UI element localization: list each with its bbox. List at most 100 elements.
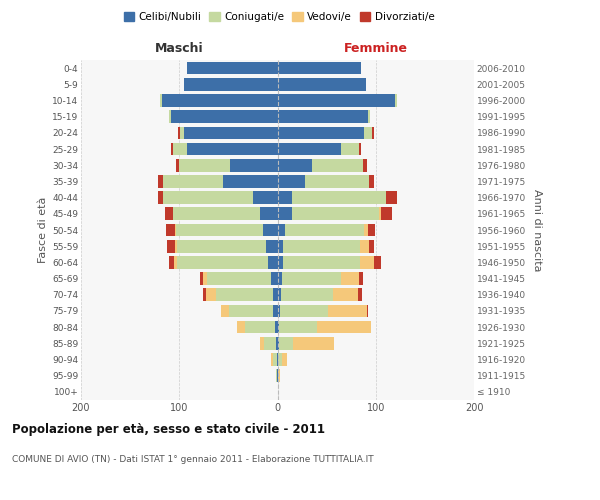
Bar bbox=[317, 321, 371, 334]
Bar bbox=[230, 159, 277, 172]
Bar bbox=[215, 288, 272, 301]
Bar bbox=[280, 304, 328, 318]
Bar bbox=[277, 110, 368, 123]
Bar bbox=[277, 208, 292, 220]
Bar bbox=[283, 256, 360, 268]
Bar bbox=[272, 288, 277, 301]
Bar bbox=[260, 337, 264, 349]
Bar bbox=[369, 175, 374, 188]
Bar bbox=[275, 337, 277, 349]
Bar bbox=[158, 175, 163, 188]
Bar bbox=[277, 288, 281, 301]
Bar bbox=[360, 256, 374, 268]
Bar bbox=[177, 240, 266, 252]
Bar bbox=[277, 142, 341, 156]
Bar bbox=[368, 110, 370, 123]
Bar bbox=[372, 126, 374, 139]
Bar bbox=[332, 288, 358, 301]
Bar bbox=[275, 370, 277, 382]
Bar bbox=[271, 272, 277, 285]
Bar bbox=[187, 142, 277, 156]
Bar bbox=[268, 256, 277, 268]
Bar bbox=[283, 272, 341, 285]
Bar bbox=[179, 159, 230, 172]
Bar bbox=[368, 224, 375, 236]
Bar bbox=[176, 224, 263, 236]
Text: Popolazione per età, sesso e stato civile - 2011: Popolazione per età, sesso e stato civil… bbox=[12, 422, 325, 436]
Bar bbox=[283, 240, 360, 252]
Bar bbox=[360, 240, 369, 252]
Bar bbox=[374, 256, 380, 268]
Bar bbox=[180, 126, 184, 139]
Text: Femmine: Femmine bbox=[344, 42, 408, 55]
Bar bbox=[206, 288, 215, 301]
Bar bbox=[379, 208, 380, 220]
Bar bbox=[223, 175, 277, 188]
Bar bbox=[369, 240, 374, 252]
Bar bbox=[277, 272, 283, 285]
Bar bbox=[163, 175, 223, 188]
Bar bbox=[169, 110, 172, 123]
Bar bbox=[175, 240, 177, 252]
Y-axis label: Fasce di età: Fasce di età bbox=[38, 197, 48, 263]
Bar bbox=[341, 142, 359, 156]
Bar bbox=[305, 175, 369, 188]
Bar bbox=[283, 353, 287, 366]
Bar bbox=[278, 370, 280, 382]
Bar bbox=[175, 224, 176, 236]
Bar bbox=[172, 110, 277, 123]
Bar bbox=[200, 272, 203, 285]
Bar bbox=[275, 321, 277, 334]
Bar bbox=[277, 256, 283, 268]
Bar bbox=[237, 321, 245, 334]
Bar bbox=[158, 192, 163, 204]
Bar bbox=[203, 272, 207, 285]
Bar bbox=[277, 94, 395, 107]
Bar bbox=[178, 126, 180, 139]
Text: COMUNE DI AVIO (TN) - Dati ISTAT 1° gennaio 2011 - Elaborazione TUTTITALIA.IT: COMUNE DI AVIO (TN) - Dati ISTAT 1° genn… bbox=[12, 455, 374, 464]
Bar bbox=[277, 353, 278, 366]
Bar bbox=[160, 94, 161, 107]
Bar bbox=[164, 208, 173, 220]
Bar bbox=[277, 126, 364, 139]
Bar bbox=[293, 337, 334, 349]
Bar bbox=[395, 94, 397, 107]
Bar bbox=[281, 288, 332, 301]
Bar bbox=[292, 192, 386, 204]
Bar bbox=[176, 159, 179, 172]
Bar bbox=[280, 321, 317, 334]
Bar bbox=[163, 192, 253, 204]
Bar bbox=[264, 337, 275, 349]
Bar bbox=[272, 304, 277, 318]
Bar bbox=[364, 224, 368, 236]
Bar bbox=[263, 224, 277, 236]
Bar bbox=[277, 78, 366, 90]
Bar bbox=[229, 304, 272, 318]
Bar bbox=[277, 224, 286, 236]
Bar bbox=[277, 159, 312, 172]
Bar bbox=[272, 353, 277, 366]
Text: Maschi: Maschi bbox=[155, 42, 203, 55]
Bar bbox=[312, 159, 363, 172]
Y-axis label: Anni di nascita: Anni di nascita bbox=[532, 188, 542, 271]
Bar bbox=[277, 62, 361, 74]
Bar bbox=[184, 126, 277, 139]
Bar bbox=[380, 208, 392, 220]
Bar bbox=[271, 353, 272, 366]
Bar bbox=[187, 62, 277, 74]
Bar bbox=[177, 256, 268, 268]
Bar bbox=[363, 159, 367, 172]
Bar bbox=[280, 337, 293, 349]
Bar bbox=[277, 337, 280, 349]
Bar bbox=[203, 288, 206, 301]
Bar bbox=[277, 192, 292, 204]
Bar bbox=[277, 175, 305, 188]
Bar bbox=[266, 240, 277, 252]
Bar bbox=[359, 142, 361, 156]
Bar bbox=[358, 288, 362, 301]
Bar bbox=[260, 208, 277, 220]
Bar bbox=[286, 224, 364, 236]
Bar bbox=[253, 192, 277, 204]
Bar bbox=[292, 208, 379, 220]
Bar bbox=[169, 256, 175, 268]
